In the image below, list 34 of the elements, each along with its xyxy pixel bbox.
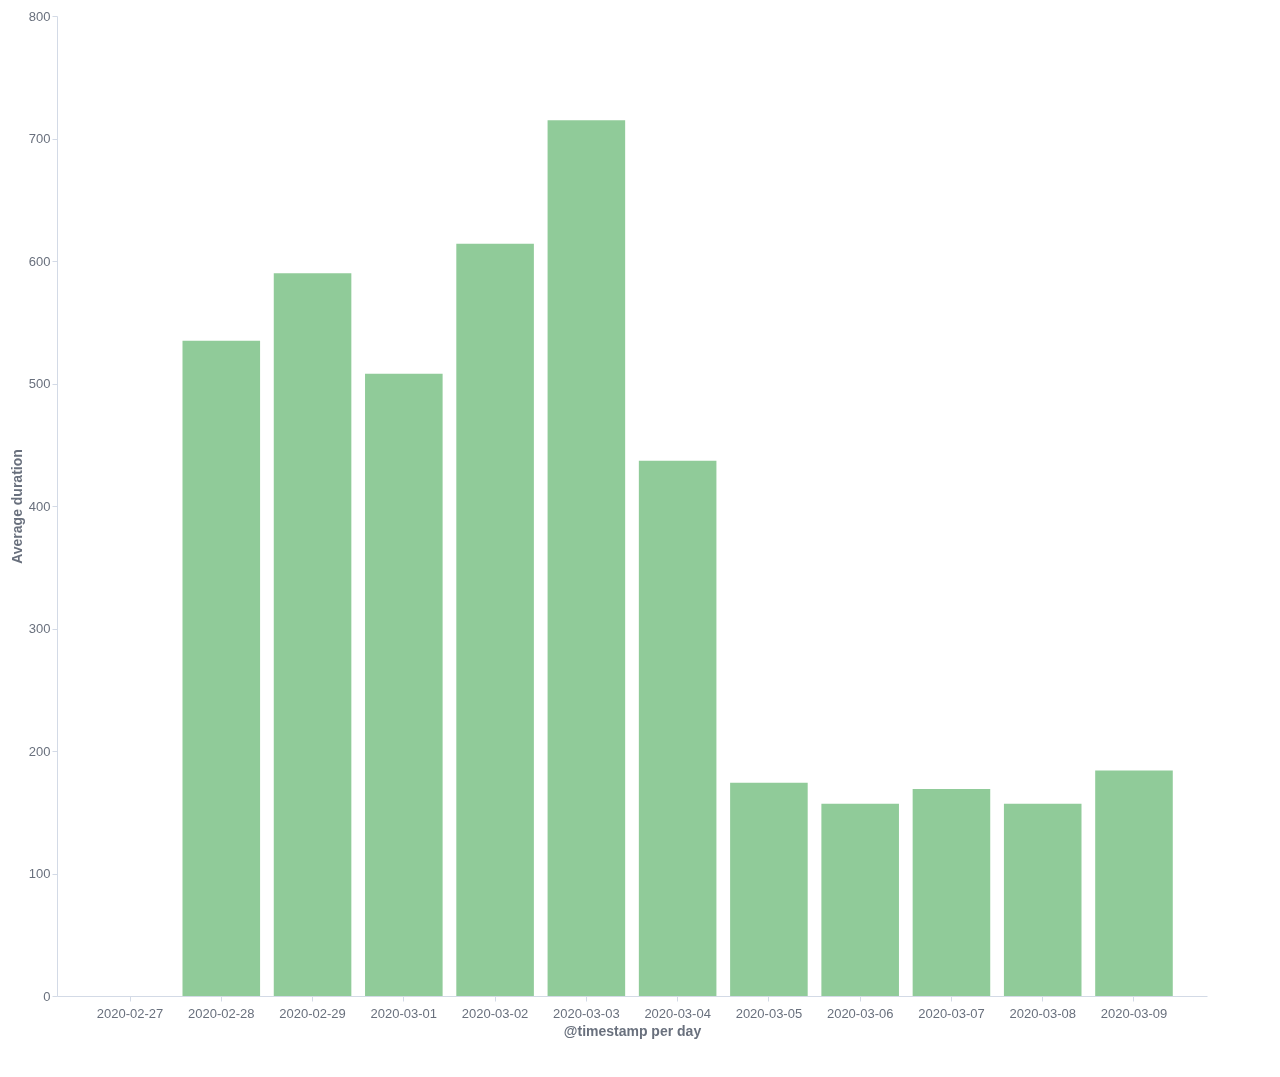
y-tick-label: 400 [28, 498, 51, 514]
bar [638, 460, 717, 996]
x-tick-label: 2020-03-01 [370, 1005, 438, 1021]
bar [912, 788, 991, 996]
x-tick-label: 2020-03-03 [553, 1005, 620, 1021]
y-tick-label: 600 [28, 253, 51, 269]
y-tick-label: 700 [28, 131, 51, 146]
bar [1003, 803, 1082, 996]
x-tick-label: 2020-02-28 [188, 1005, 255, 1021]
y-tick-label: 800 [28, 8, 51, 24]
y-tick-label: 500 [28, 376, 51, 391]
bar [182, 340, 261, 996]
x-tick-label: 2020-03-09 [1100, 1005, 1168, 1021]
x-tick-label: 2020-03-08 [1009, 1005, 1076, 1021]
bar [1095, 770, 1173, 996]
x-tick-label: 2020-02-27 [96, 1005, 164, 1021]
x-tick-label: 2020-03-06 [826, 1005, 894, 1021]
x-tick-label: 2020-03-04 [644, 1005, 711, 1021]
y-tick-label: 0 [43, 988, 51, 1004]
bar [821, 803, 899, 996]
bar [365, 373, 443, 996]
y-tick-label: 100 [28, 866, 51, 881]
y-axis-title: Average duration [8, 449, 25, 564]
bar [456, 243, 534, 996]
y-tick-label: 200 [28, 743, 51, 759]
x-tick-label: 2020-03-02 [461, 1005, 529, 1021]
x-tick-label: 2020-02-29 [279, 1005, 346, 1021]
x-tick-label: 2020-03-05 [735, 1005, 803, 1021]
bar [547, 120, 626, 996]
x-axis-title: @timestamp per day [563, 1022, 702, 1039]
bar [273, 273, 352, 996]
x-tick-label: 2020-03-07 [918, 1005, 985, 1021]
bar [730, 782, 808, 996]
y-tick-label: 300 [28, 621, 51, 636]
